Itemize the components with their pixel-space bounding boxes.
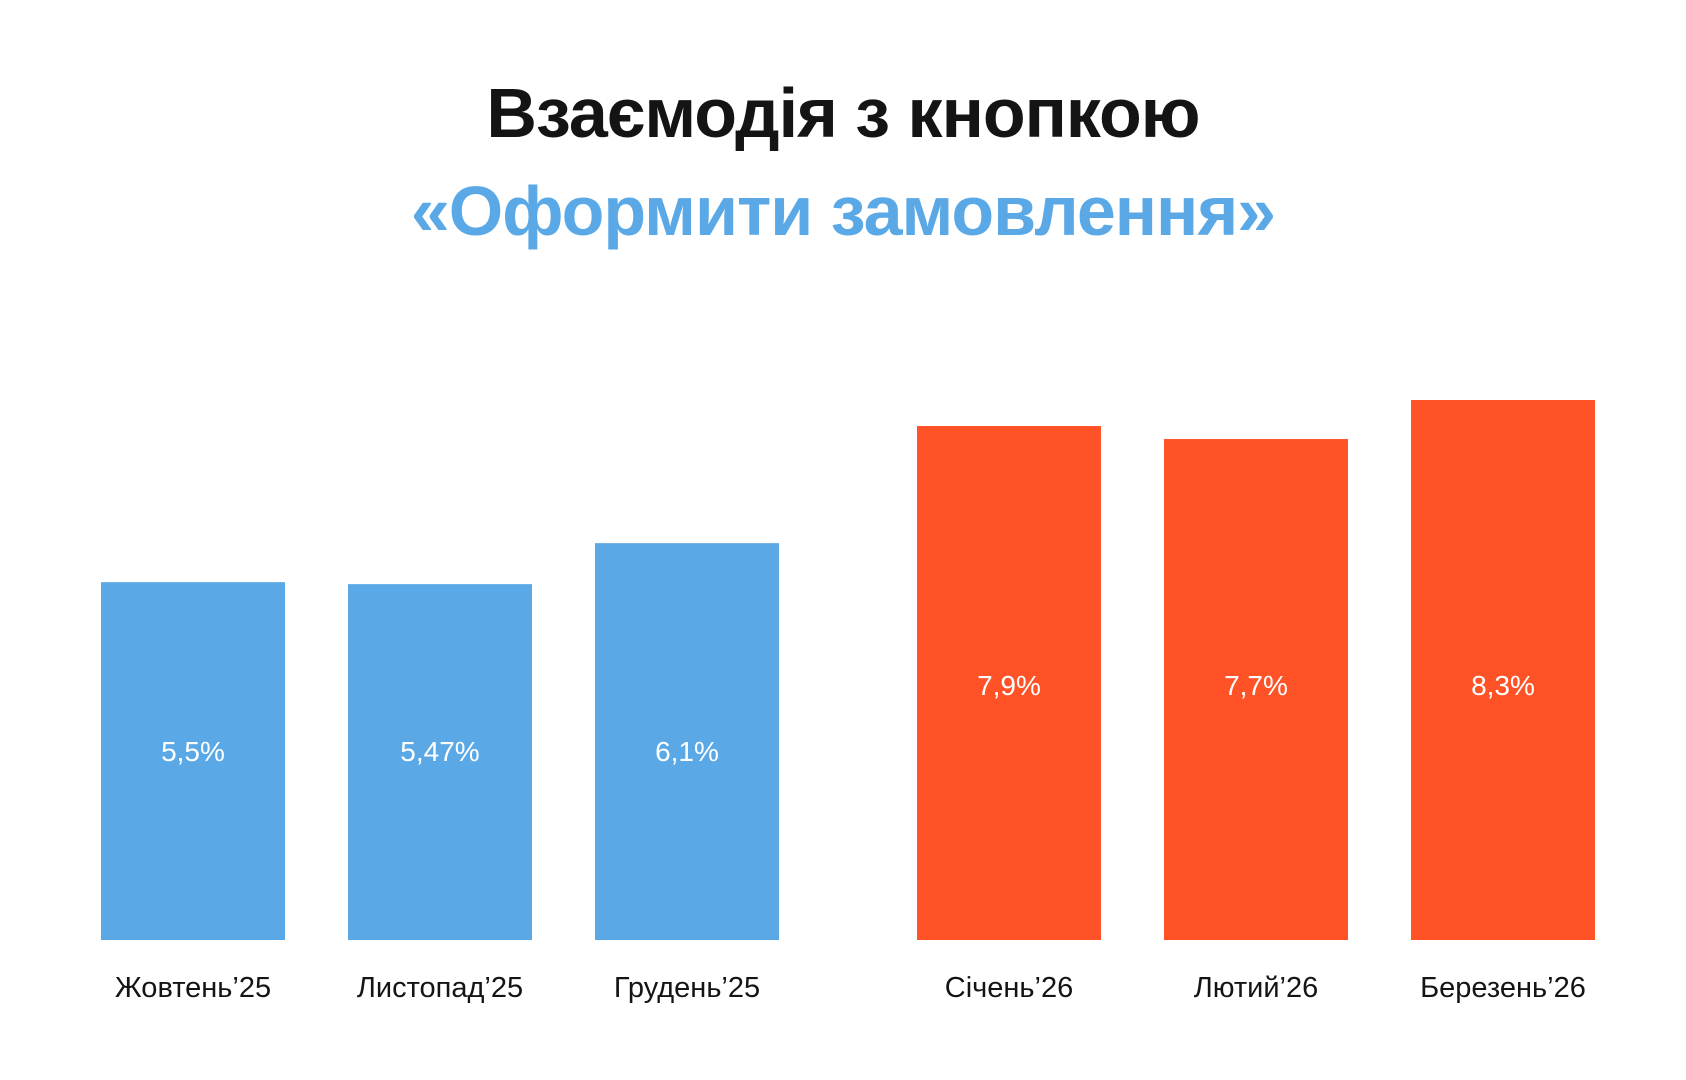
category-label-2: Листопад’25 (357, 972, 523, 1004)
bar-value-label-1: 5,5% (161, 736, 225, 767)
bar-1 (101, 582, 285, 940)
category-label-3: Грудень’25 (614, 972, 760, 1004)
bar-value-label-2: 5,47% (400, 736, 479, 767)
category-label-5: Лютий’26 (1194, 972, 1319, 1004)
bar-5 (1164, 439, 1348, 940)
chart-title-line-1: Взаємодія з кнопкою (486, 74, 1200, 152)
bar-3 (595, 543, 779, 940)
bar-6 (1411, 400, 1595, 940)
category-label-1: Жовтень’25 (115, 972, 271, 1004)
bar-value-label-5: 7,7% (1224, 670, 1288, 701)
bar-value-label-4: 7,9% (977, 670, 1041, 701)
bar-value-label-6: 8,3% (1471, 670, 1535, 701)
chart-title-line-2: «Оформити замовлення» (410, 172, 1276, 250)
category-label-6: Березень’26 (1420, 972, 1586, 1004)
bar-value-label-3: 6,1% (655, 736, 719, 767)
category-label-4: Січень’26 (945, 972, 1073, 1004)
bar-2 (348, 584, 532, 940)
bar-4 (917, 426, 1101, 940)
